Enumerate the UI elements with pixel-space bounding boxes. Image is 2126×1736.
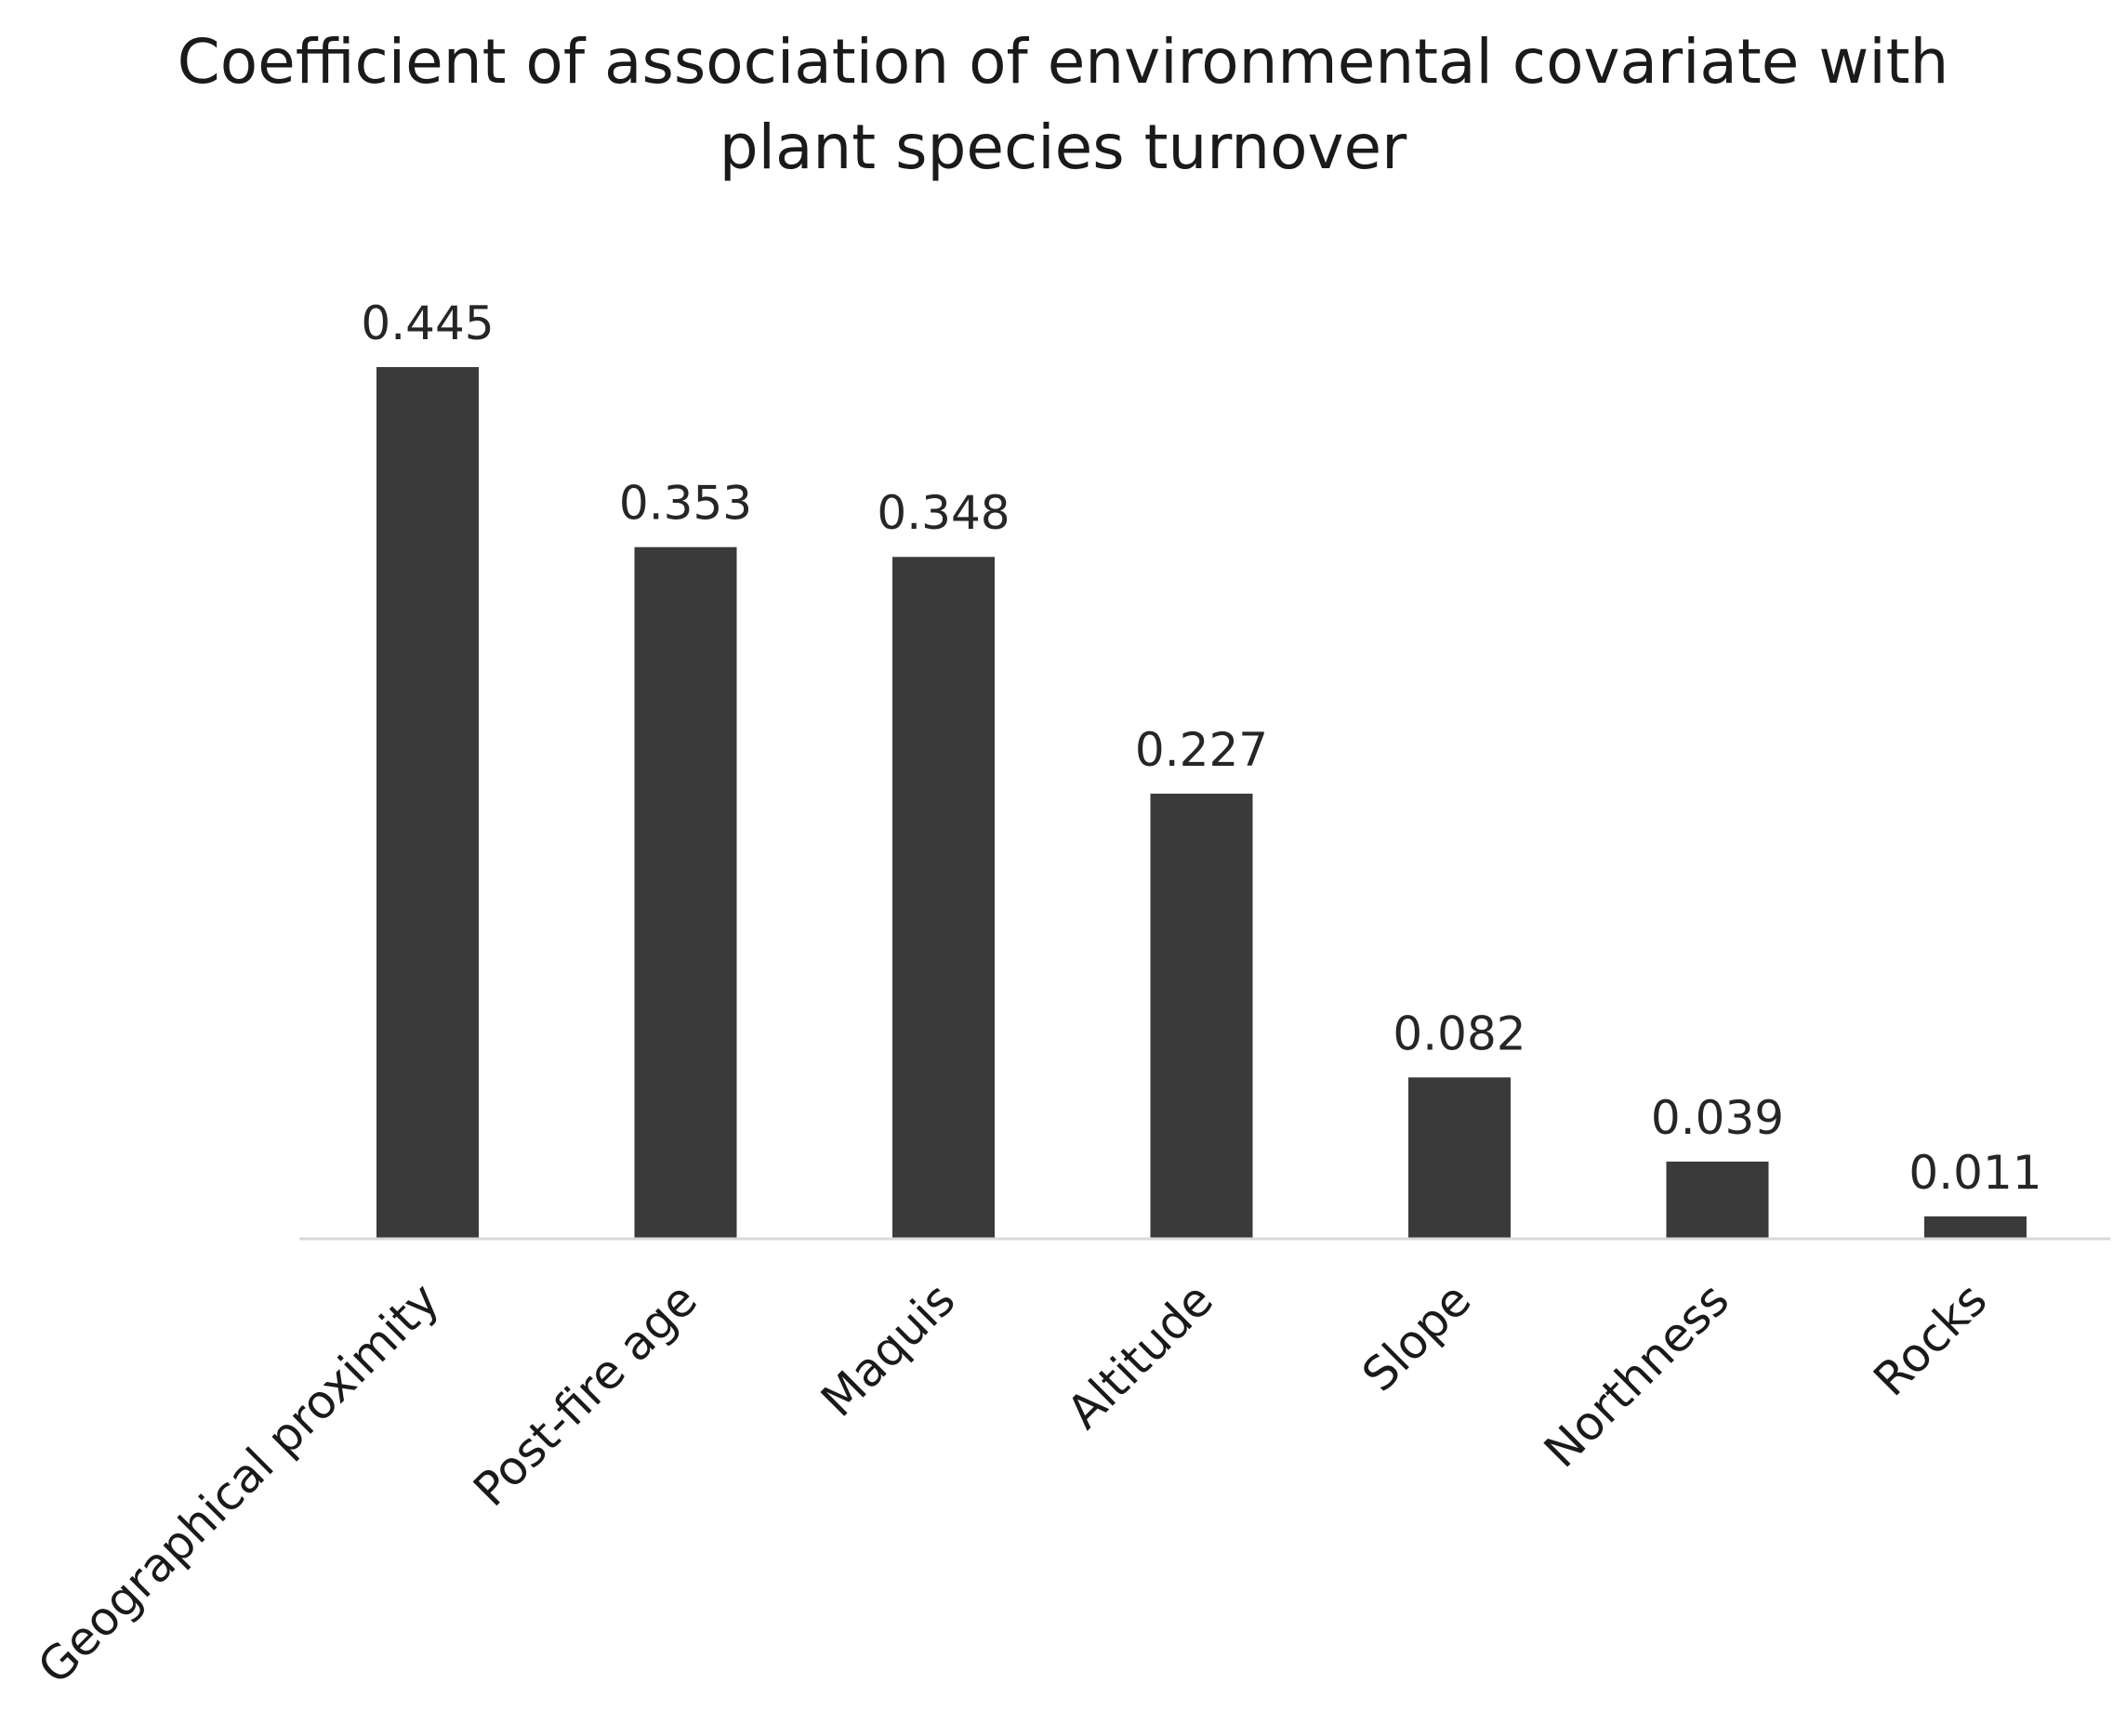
- bar-altitude: [1150, 794, 1253, 1238]
- bar-rocks: [1924, 1216, 2027, 1238]
- x-tick-label-maquis: Maquis: [811, 1272, 965, 1427]
- x-tick-label-geographical-proximity: Geographical proximity: [28, 1272, 450, 1694]
- x-tick-label-northness: Northness: [1534, 1272, 1739, 1478]
- bar-slope: [1408, 1077, 1511, 1238]
- data-label-rocks: 0.011: [1908, 1146, 2041, 1200]
- data-label-post-fire-age: 0.353: [619, 477, 752, 531]
- data-label-maquis: 0.348: [877, 486, 1010, 540]
- bar-northness: [1666, 1161, 1769, 1238]
- value-labels-layer: 0.445 0.353 0.348 0.227 0.082 0.039 0.011: [361, 296, 2041, 1200]
- x-tick-label-post-fire-age: Post-fire age: [463, 1272, 707, 1517]
- data-label-altitude: 0.227: [1135, 723, 1268, 777]
- bar-geographical-proximity: [376, 367, 479, 1238]
- x-tick-label-altitude: Altitude: [1057, 1272, 1223, 1439]
- data-label-geographical-proximity: 0.445: [361, 296, 494, 350]
- x-tick-label-rocks: Rocks: [1864, 1272, 1998, 1406]
- bar-maquis: [892, 557, 995, 1238]
- data-label-northness: 0.039: [1651, 1091, 1784, 1145]
- chart-title-line-2: plant species turnover: [719, 112, 1407, 183]
- x-tick-label-slope: Slope: [1352, 1272, 1481, 1401]
- tick-labels-layer: Geographical proximity Post-fire age Maqui…: [28, 1272, 1998, 1694]
- bar-post-fire-age: [634, 546, 737, 1238]
- bars-layer: [376, 367, 2027, 1238]
- data-label-slope: 0.082: [1393, 1006, 1525, 1060]
- chart-title-line-1: Coefficient of association of environmen…: [177, 26, 1949, 98]
